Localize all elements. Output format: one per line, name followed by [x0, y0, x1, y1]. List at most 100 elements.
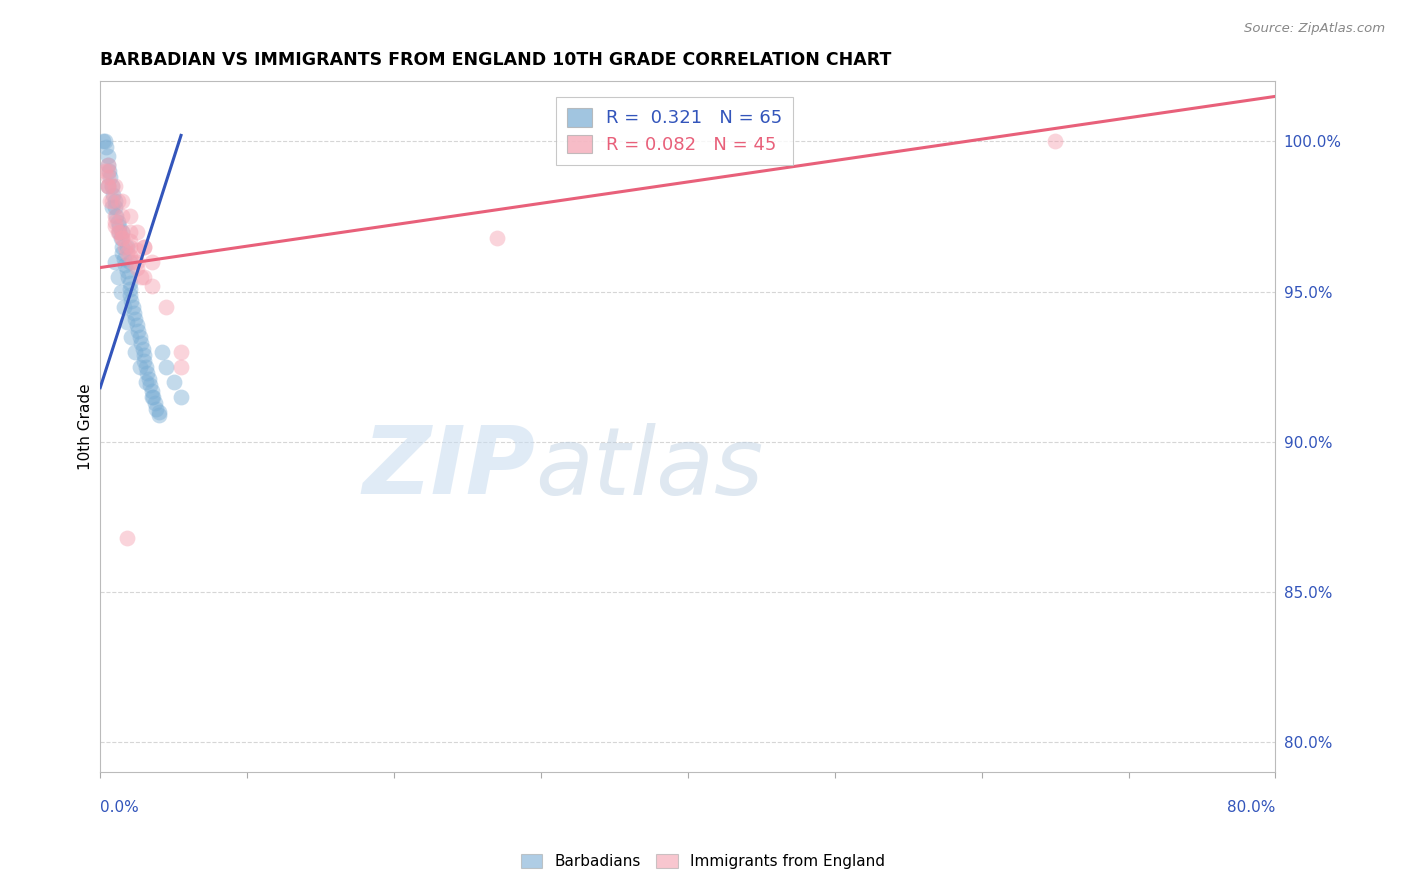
Point	[170, 344, 193, 359]
Point	[125, 243, 148, 257]
Point	[97, 149, 120, 163]
Point	[134, 239, 156, 253]
Point	[107, 269, 129, 284]
Point	[93, 135, 115, 149]
Point	[118, 282, 141, 296]
Point	[115, 239, 138, 253]
Point	[139, 377, 162, 392]
Point	[93, 164, 115, 178]
Point	[145, 401, 167, 416]
Point	[97, 179, 120, 194]
Point	[115, 245, 138, 260]
Point	[111, 239, 134, 253]
Point	[117, 269, 139, 284]
Point	[155, 359, 177, 374]
Point	[114, 258, 136, 272]
Point	[135, 359, 157, 374]
Point	[111, 194, 134, 209]
Point	[104, 210, 127, 224]
Point	[170, 359, 193, 374]
Point	[105, 210, 128, 224]
Point	[134, 348, 156, 362]
Legend: Barbadians, Immigrants from England: Barbadians, Immigrants from England	[515, 847, 891, 875]
Point	[112, 300, 135, 314]
Point	[121, 254, 143, 268]
Point	[118, 254, 141, 268]
Text: ZIP: ZIP	[363, 422, 536, 514]
Point	[111, 225, 134, 239]
Point	[148, 408, 170, 422]
Point	[98, 164, 121, 178]
Point	[91, 135, 114, 149]
Point	[128, 359, 150, 374]
Y-axis label: 10th Grade: 10th Grade	[79, 384, 93, 470]
Point	[118, 234, 141, 248]
Point	[143, 395, 166, 409]
Point	[131, 269, 153, 284]
Point	[110, 285, 132, 299]
Point	[121, 300, 143, 314]
Point	[141, 390, 163, 404]
Point	[128, 329, 150, 343]
Point	[104, 179, 127, 194]
Point	[170, 390, 193, 404]
Text: 80.0%: 80.0%	[1227, 800, 1275, 814]
Point	[131, 335, 153, 350]
Point	[110, 230, 132, 244]
Point	[104, 254, 127, 268]
Point	[104, 194, 127, 209]
Point	[135, 375, 157, 389]
Point	[107, 215, 129, 229]
Legend: R =  0.321   N = 65, R = 0.082   N = 45: R = 0.321 N = 65, R = 0.082 N = 45	[555, 97, 793, 165]
Text: 0.0%: 0.0%	[100, 800, 139, 814]
Point	[150, 344, 173, 359]
Point	[141, 384, 163, 398]
Point	[111, 230, 134, 244]
Point	[108, 225, 131, 239]
Point	[97, 179, 120, 194]
Point	[136, 366, 159, 380]
Point	[115, 315, 138, 329]
Point	[163, 375, 186, 389]
Point	[97, 164, 120, 178]
Point	[124, 344, 146, 359]
Point	[108, 219, 131, 233]
Point	[485, 230, 508, 244]
Point	[127, 324, 149, 338]
Point	[101, 179, 124, 194]
Point	[125, 225, 148, 239]
Point	[118, 287, 141, 301]
Point	[122, 305, 145, 319]
Point	[101, 179, 124, 194]
Point	[142, 390, 165, 404]
Point	[155, 300, 177, 314]
Point	[125, 260, 148, 275]
Point	[132, 342, 155, 356]
Point	[125, 254, 148, 268]
Point	[114, 239, 136, 253]
Point	[111, 230, 134, 244]
Point	[97, 158, 120, 172]
Point	[118, 210, 141, 224]
Point	[107, 194, 129, 209]
Point	[111, 225, 134, 239]
Point	[103, 188, 125, 202]
Point	[107, 225, 129, 239]
Point	[101, 201, 124, 215]
Point	[115, 263, 138, 277]
Point	[112, 252, 135, 266]
Point	[134, 239, 156, 253]
Point	[118, 248, 141, 262]
Point	[141, 278, 163, 293]
Point	[97, 170, 120, 185]
Point	[115, 531, 138, 545]
Point	[138, 372, 160, 386]
Point	[141, 254, 163, 268]
Point	[120, 293, 142, 308]
Point	[104, 201, 127, 215]
Point	[120, 329, 142, 343]
Text: Source: ZipAtlas.com: Source: ZipAtlas.com	[1244, 22, 1385, 36]
Point	[134, 353, 156, 368]
Point	[108, 225, 131, 239]
Point	[125, 318, 148, 332]
